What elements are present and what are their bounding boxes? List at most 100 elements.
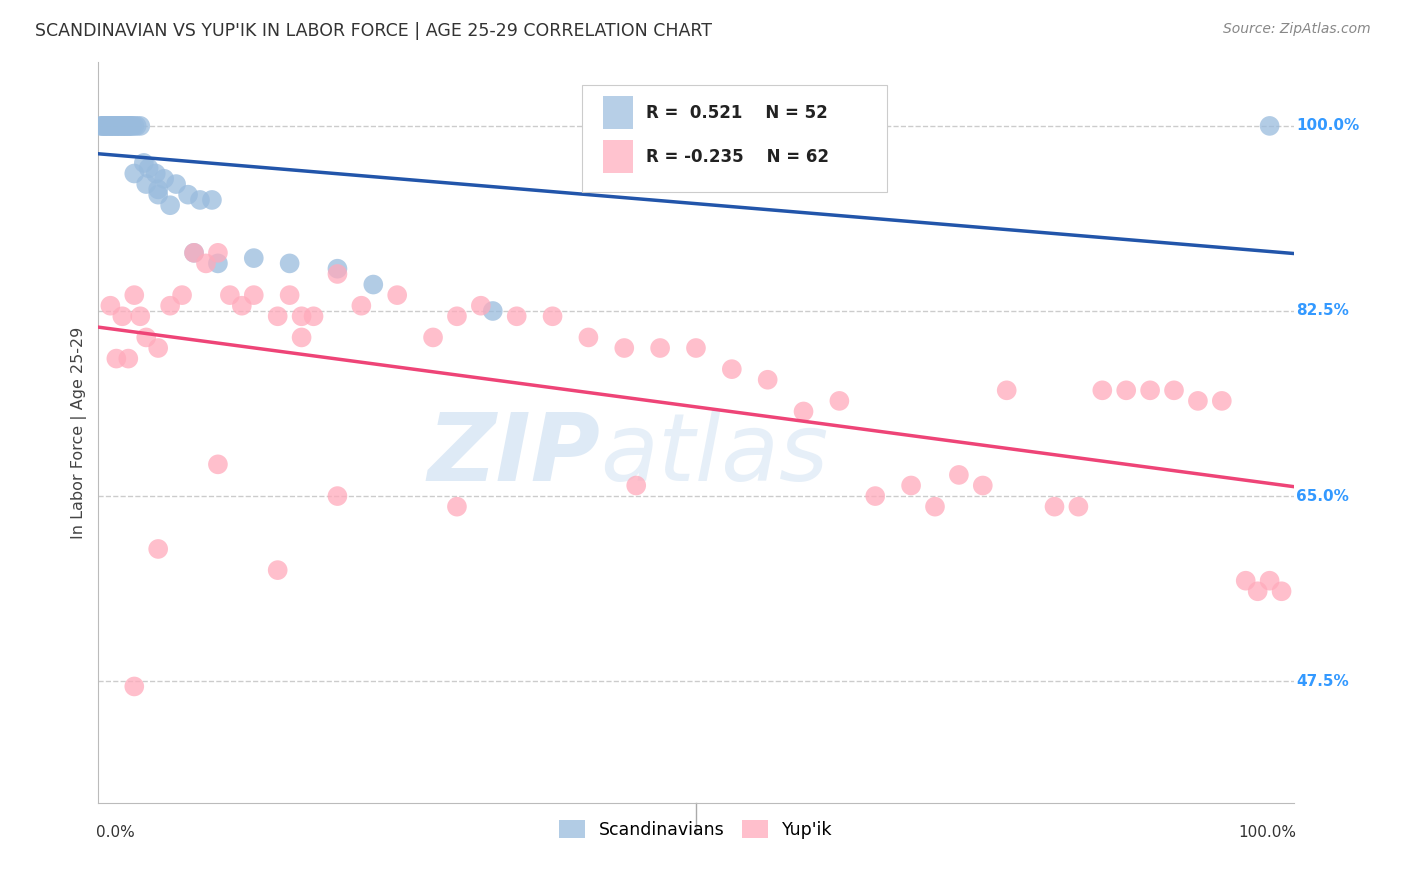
Point [135, 330, 157, 344]
Point [103, 119, 125, 133]
Point [756, 373, 779, 387]
Point [145, 167, 167, 181]
Point [91, 119, 114, 133]
Point [165, 177, 187, 191]
Point [177, 187, 200, 202]
Point [1115, 384, 1137, 398]
Point [1258, 119, 1281, 133]
Point [107, 119, 129, 133]
Text: ZIP: ZIP [427, 409, 600, 500]
Point [865, 489, 887, 503]
Point [98, 119, 122, 133]
Point [101, 119, 124, 133]
Point [470, 299, 492, 313]
Point [422, 330, 444, 344]
Point [90, 119, 112, 133]
Point [446, 310, 468, 324]
Point [1163, 384, 1185, 398]
Point [110, 119, 132, 133]
Point [326, 489, 349, 503]
Point [195, 256, 218, 270]
Text: 65.0%: 65.0% [1296, 489, 1348, 504]
Text: SCANDINAVIAN VS YUP'IK IN LABOR FORCE | AGE 25-29 CORRELATION CHART: SCANDINAVIAN VS YUP'IK IN LABOR FORCE | … [35, 22, 713, 40]
Point [541, 310, 564, 324]
Point [105, 119, 128, 133]
Point [183, 245, 205, 260]
Point [121, 119, 143, 133]
Point [363, 277, 385, 292]
Point [108, 119, 131, 133]
Point [1258, 574, 1281, 588]
Point [626, 478, 648, 492]
Point [219, 288, 242, 302]
Point [148, 187, 170, 202]
Point [100, 119, 122, 133]
Point [924, 500, 946, 514]
Point [291, 310, 314, 324]
Point [148, 541, 170, 556]
Point [648, 341, 672, 355]
Point [828, 393, 851, 408]
Point [578, 330, 600, 344]
Point [104, 119, 127, 133]
Point [1271, 584, 1294, 599]
Point [159, 299, 181, 313]
Point [118, 119, 141, 133]
Point [948, 467, 970, 482]
Point [124, 288, 146, 302]
Text: Source: ZipAtlas.com: Source: ZipAtlas.com [1223, 22, 1371, 37]
Point [114, 119, 136, 133]
FancyBboxPatch shape [603, 140, 633, 173]
Point [159, 198, 181, 212]
Text: 82.5%: 82.5% [1296, 303, 1348, 318]
Text: atlas: atlas [600, 409, 828, 500]
Point [148, 341, 170, 355]
Point [93, 119, 115, 133]
Point [302, 310, 325, 324]
Point [98, 119, 121, 133]
Point [267, 310, 290, 324]
Point [446, 500, 468, 514]
Point [124, 680, 146, 694]
Point [124, 119, 146, 133]
Point [385, 288, 409, 302]
Point [995, 384, 1018, 398]
Point [112, 119, 135, 133]
Point [900, 478, 922, 492]
Text: R = -0.235    N = 62: R = -0.235 N = 62 [645, 148, 828, 166]
Point [243, 251, 266, 265]
Point [231, 299, 253, 313]
Point [267, 563, 290, 577]
Legend: Scandinavians, Yup'ik: Scandinavians, Yup'ik [553, 814, 839, 846]
Point [148, 182, 170, 196]
Point [1139, 384, 1161, 398]
Point [207, 256, 229, 270]
Point [506, 310, 529, 324]
Point [115, 119, 138, 133]
Point [1187, 393, 1209, 408]
Point [117, 119, 139, 133]
Point [115, 119, 138, 133]
Text: 100.0%: 100.0% [1296, 119, 1360, 134]
Point [207, 458, 229, 472]
Point [1234, 574, 1257, 588]
Text: 47.5%: 47.5% [1296, 673, 1348, 689]
Point [117, 351, 139, 366]
Point [481, 304, 505, 318]
Point [183, 245, 205, 260]
Point [129, 310, 152, 324]
Point [94, 119, 117, 133]
Point [91, 119, 114, 133]
Point [97, 119, 120, 133]
Point [120, 119, 142, 133]
Text: 0.0%: 0.0% [96, 825, 135, 840]
Point [793, 404, 815, 418]
Point [201, 193, 224, 207]
Point [326, 261, 349, 276]
Point [1043, 500, 1066, 514]
Text: 100.0%: 100.0% [1237, 825, 1296, 840]
FancyBboxPatch shape [603, 95, 633, 129]
Point [326, 267, 349, 281]
Point [129, 119, 152, 133]
FancyBboxPatch shape [582, 85, 887, 192]
